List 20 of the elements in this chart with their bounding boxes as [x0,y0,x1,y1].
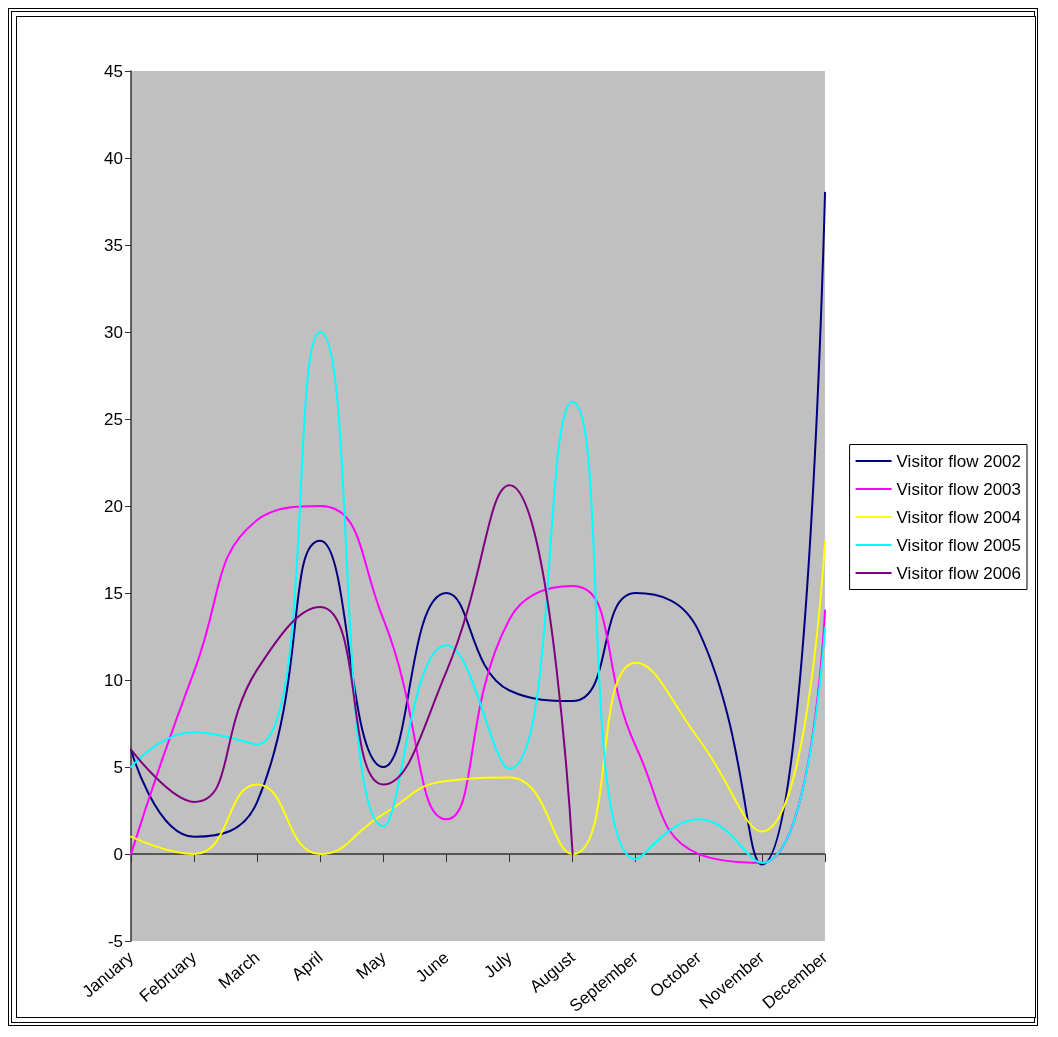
y-tick-label: -5 [107,931,123,951]
x-tick-label: June [412,947,453,987]
y-tick-label: 30 [104,322,123,342]
legend-label: Visitor flow 2006 [896,563,1021,583]
line-series [130,484,574,856]
y-tick-label: 20 [104,496,123,516]
y-tick-label: 45 [104,61,123,81]
y-tick-label: 40 [104,148,123,168]
y-tick-label: 5 [113,757,123,777]
y-tick-label: 15 [104,583,123,603]
legend-label: Visitor flow 2002 [896,451,1021,471]
legend-label: Visitor flow 2005 [896,535,1021,555]
y-tick-label: 10 [104,670,123,690]
legend-label: Visitor flow 2004 [896,507,1021,527]
x-tick-label: July [480,947,517,982]
legend-label: Visitor flow 2003 [896,479,1021,499]
y-tick-label: 35 [104,235,123,255]
y-tick-label: 25 [104,409,123,429]
x-tick-label: May [352,947,390,984]
y-tick-label: 0 [113,844,123,864]
